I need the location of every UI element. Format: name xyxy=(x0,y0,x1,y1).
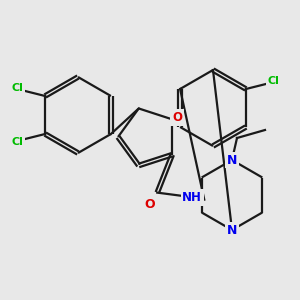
Text: O: O xyxy=(172,111,182,124)
Text: O: O xyxy=(144,198,154,211)
Text: Cl: Cl xyxy=(268,76,280,86)
Text: Cl: Cl xyxy=(11,83,23,93)
Text: NH: NH xyxy=(182,191,202,204)
Text: Cl: Cl xyxy=(11,137,23,147)
Text: N: N xyxy=(227,224,237,236)
Text: N: N xyxy=(227,154,237,166)
